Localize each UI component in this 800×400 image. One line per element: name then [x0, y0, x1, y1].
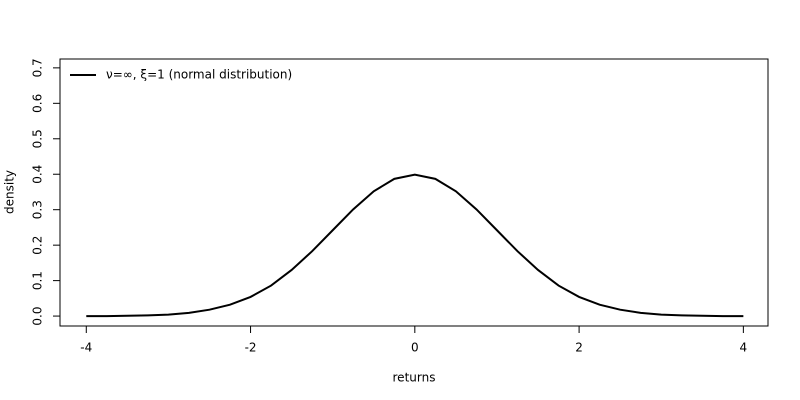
y-tick-label: 0.2 [31, 236, 45, 255]
y-tick-label: 0.3 [31, 200, 45, 219]
legend-label: ν=∞, ξ=1 (normal distribution) [106, 68, 292, 82]
y-tick-label: 0.6 [31, 94, 45, 113]
x-tick-label: 4 [740, 341, 748, 355]
x-tick-label: -2 [245, 341, 257, 355]
y-axis-label: density [3, 170, 17, 214]
x-axis-label: returns [393, 371, 436, 385]
plot-box [59, 58, 769, 327]
y-tick-label: 0.5 [31, 129, 45, 148]
x-tick-label: -4 [80, 341, 92, 355]
y-tick-label: 0.7 [31, 58, 45, 77]
y-tick-label: 0.4 [31, 165, 45, 184]
x-tick-label: 0 [411, 341, 419, 355]
y-tick-label: 0.1 [31, 271, 45, 290]
density-line [86, 173, 744, 318]
x-tick-label: 2 [575, 341, 583, 355]
y-tick-label: 0.0 [31, 307, 45, 326]
